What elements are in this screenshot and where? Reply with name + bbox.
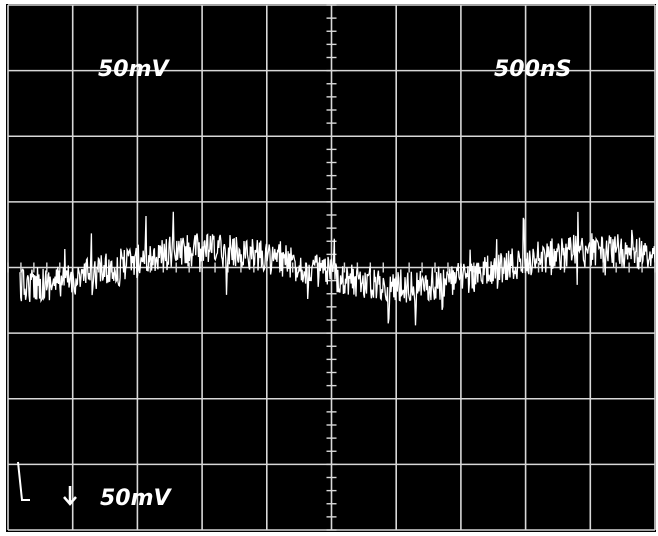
channel-scale: 50mV — [98, 57, 171, 82]
marker-label: 50mV — [100, 486, 173, 511]
waveform-trace — [19, 211, 656, 326]
time-scale: 500nS — [494, 57, 571, 82]
ground-marker — [17, 461, 30, 501]
arrow-icon — [63, 486, 77, 506]
